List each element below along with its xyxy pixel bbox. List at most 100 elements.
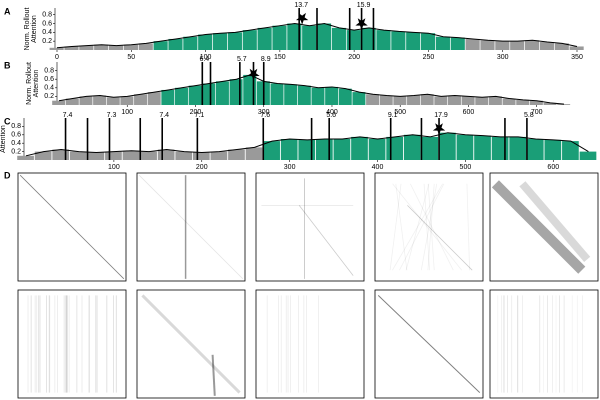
- bar: [79, 45, 94, 50]
- x-tick-label: 150: [274, 54, 286, 61]
- bar: [202, 83, 216, 105]
- bar: [123, 44, 138, 50]
- y-tick-label: 0.2: [42, 38, 52, 45]
- panel-label: C: [4, 116, 11, 126]
- heatmap-pattern: [410, 183, 454, 271]
- bar: [263, 141, 280, 160]
- bar: [569, 46, 584, 50]
- heatmap-pattern: [427, 183, 435, 271]
- bar: [65, 98, 79, 105]
- bar: [346, 30, 361, 50]
- bar: [403, 134, 421, 160]
- x-tick-label: 300: [497, 54, 509, 61]
- x-tick-label: 100: [121, 109, 133, 116]
- bar: [510, 41, 525, 50]
- bar: [228, 149, 245, 160]
- x-tick-label: 100: [200, 54, 212, 61]
- bar: [366, 94, 380, 105]
- heatmap-pattern: [389, 183, 402, 271]
- bar: [316, 139, 333, 160]
- bar: [338, 88, 352, 105]
- bar: [509, 136, 527, 160]
- bar: [361, 27, 376, 50]
- bar: [579, 151, 597, 160]
- bar: [140, 151, 157, 160]
- marker-label: 6.4: [199, 56, 209, 63]
- bar: [183, 36, 198, 50]
- heatmap-pattern: [392, 183, 463, 271]
- marker-label: 7.3: [107, 112, 117, 119]
- x-tick-label: 200: [196, 164, 208, 171]
- bar: [420, 94, 434, 105]
- bar: [122, 150, 140, 160]
- bar: [516, 99, 530, 105]
- y-tick-label: 0.4: [44, 85, 54, 92]
- bar: [192, 152, 210, 160]
- bar: [215, 81, 229, 105]
- heatmap-pattern: [211, 354, 216, 396]
- star: [432, 123, 446, 135]
- bar: [368, 139, 386, 160]
- heatmap: [136, 172, 246, 282]
- heatmap-pattern: [420, 183, 438, 271]
- bar: [491, 136, 509, 160]
- bar: [421, 33, 436, 50]
- bar: [352, 92, 366, 105]
- x-tick-label: 400: [326, 109, 338, 116]
- bar: [198, 34, 213, 50]
- bar: [544, 139, 562, 160]
- heatmap: [255, 289, 365, 399]
- heatmap-pattern: [392, 183, 443, 271]
- star: [355, 18, 368, 30]
- bar: [474, 135, 491, 160]
- x-tick-label: 50: [127, 54, 135, 61]
- bar: [539, 42, 554, 50]
- bar: [120, 96, 134, 105]
- bar: [52, 100, 66, 105]
- y-tick-label: 0.6: [11, 132, 21, 139]
- y-tick-label: 0.2: [11, 148, 21, 155]
- heatmap: [17, 289, 127, 399]
- marker-label: 13.7: [294, 2, 308, 9]
- bar: [280, 139, 298, 160]
- heatmap-pattern: [395, 183, 408, 271]
- bar: [351, 136, 368, 160]
- bar: [64, 46, 79, 50]
- x-tick-label: 400: [372, 164, 384, 171]
- bar: [17, 155, 34, 160]
- marker-label: 5.8: [524, 112, 534, 119]
- heatmap: [255, 172, 365, 282]
- panel-label: A: [4, 6, 11, 16]
- x-tick-label: 700: [531, 109, 543, 116]
- x-tick-label: 500: [460, 164, 472, 171]
- x-tick-label: 300: [284, 164, 296, 171]
- x-tick-label: 100: [108, 164, 120, 171]
- bar: [52, 149, 70, 160]
- marker-label: 15.9: [357, 2, 371, 9]
- bar: [138, 43, 153, 50]
- bar: [526, 139, 544, 160]
- bar: [475, 97, 489, 105]
- bar: [317, 23, 332, 50]
- x-tick-label: 600: [547, 164, 559, 171]
- heatmap: [136, 289, 246, 399]
- bar: [480, 40, 495, 50]
- bar: [376, 30, 391, 50]
- marker-label: 7.4: [63, 112, 73, 119]
- bar: [393, 96, 407, 105]
- bar: [461, 96, 475, 105]
- bar: [49, 47, 64, 50]
- y-axis-label: Attention: [33, 70, 40, 98]
- bar: [435, 36, 450, 50]
- bar: [242, 30, 257, 50]
- bar: [297, 85, 311, 105]
- x-tick-label: 300: [258, 109, 270, 116]
- heatmap-pattern: [405, 183, 430, 271]
- bar: [272, 25, 287, 50]
- bar: [270, 83, 284, 105]
- heatmap-pattern: [519, 181, 591, 263]
- y-axis-label: Norm. Rollout: [26, 62, 33, 105]
- x-tick-label: 600: [463, 109, 475, 116]
- bar: [554, 43, 569, 50]
- bar: [379, 95, 393, 105]
